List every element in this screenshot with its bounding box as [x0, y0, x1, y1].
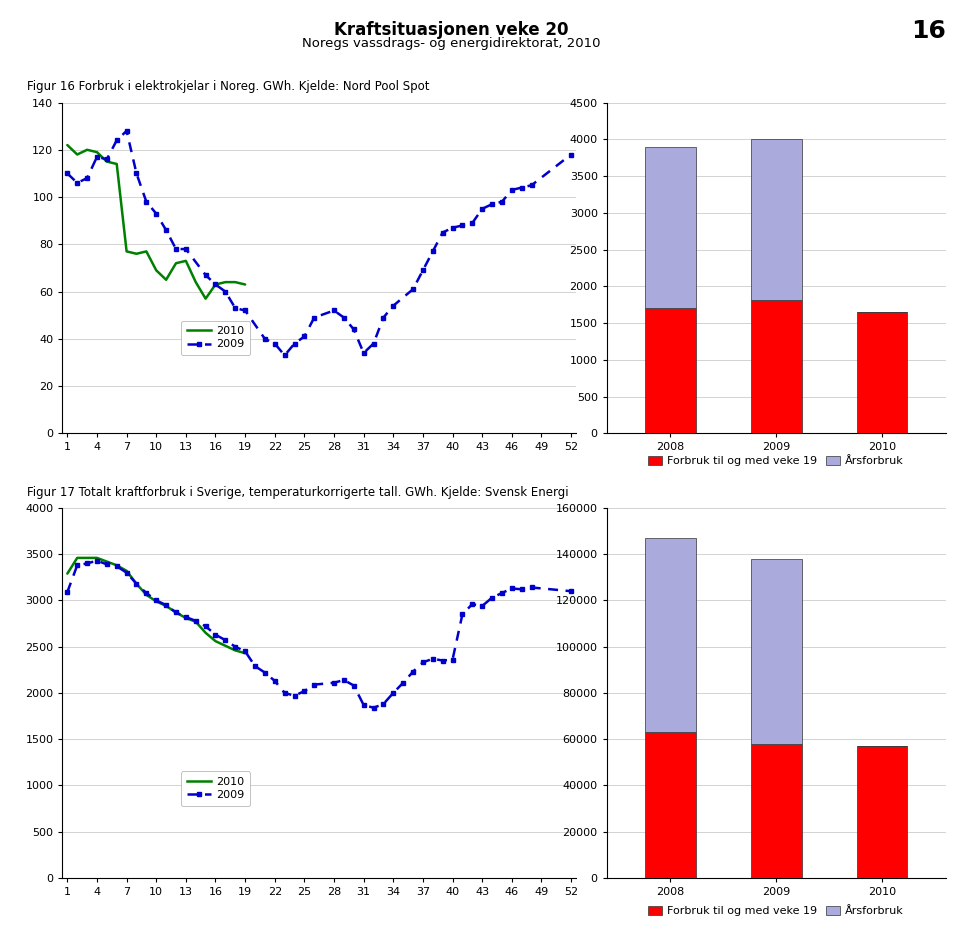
Bar — [645, 308, 696, 433]
Legend: 2010, 2009: 2010, 2009 — [180, 321, 251, 355]
Legend: Forbruk til og med veke 19, Årsforbruk: Forbruk til og med veke 19, Årsforbruk — [644, 451, 908, 471]
Bar — [751, 299, 802, 433]
Text: Figur 17 Totalt kraftforbruk i Sverige, temperaturkorrigerte tall. GWh. Kjelde: : Figur 17 Totalt kraftforbruk i Sverige, … — [27, 486, 568, 499]
Text: Noregs vassdrags- og energidirektorat, 2010: Noregs vassdrags- og energidirektorat, 2… — [302, 37, 600, 50]
Legend: Forbruk til og med veke 19, Årsforbruk: Forbruk til og med veke 19, Årsforbruk — [644, 901, 908, 921]
Bar — [645, 538, 696, 733]
Bar — [856, 312, 907, 433]
Bar — [645, 146, 696, 308]
Legend: 2010, 2009: 2010, 2009 — [180, 772, 251, 806]
Bar — [751, 139, 802, 299]
Bar — [856, 747, 907, 878]
Bar — [645, 733, 696, 878]
Bar — [751, 559, 802, 744]
Text: Kraftsituasjonen veke 20: Kraftsituasjonen veke 20 — [334, 21, 568, 38]
Text: Figur 16 Forbruk i elektrokjelar i Noreg. GWh. Kjelde: Nord Pool Spot: Figur 16 Forbruk i elektrokjelar i Noreg… — [27, 80, 429, 93]
Bar — [751, 744, 802, 878]
Text: 16: 16 — [911, 19, 946, 43]
